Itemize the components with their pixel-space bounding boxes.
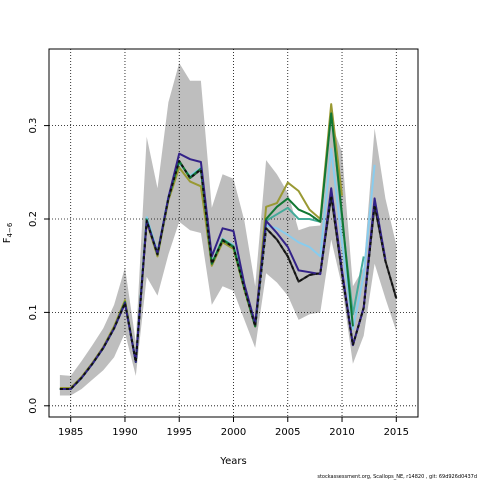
x-tick-label: 2000 xyxy=(221,427,246,438)
x-tick-label: 2010 xyxy=(329,427,354,438)
y-axis-title: F4−6 xyxy=(2,222,14,243)
x-tick-label: 1985 xyxy=(58,427,83,438)
x-tick-label: 2015 xyxy=(384,427,409,438)
y-axis-title-subscript: 4−6 xyxy=(6,222,14,237)
x-tick-label: 1990 xyxy=(112,427,137,438)
y-tick-label: 0.0 xyxy=(28,398,39,414)
y-axis-title-main: F xyxy=(2,237,13,243)
series-line-7 xyxy=(59,160,398,390)
x-tick-label: 2005 xyxy=(275,427,300,438)
y-tick-label: 0.3 xyxy=(28,118,39,134)
y-tick-label: 0.2 xyxy=(28,211,39,227)
credit-text: stockassessment.org, Scallops_NE, r14820… xyxy=(317,474,477,480)
x-axis-title: Years xyxy=(219,456,246,467)
axis-layer: 1985 1990 1995 2000 2005 2010 2015 0.0 0.1 0.2 0.3 xyxy=(28,118,409,438)
series-layer xyxy=(59,103,398,390)
grid-layer xyxy=(49,49,418,417)
y-tick-label: 0.1 xyxy=(28,304,39,320)
x-tick-label: 1995 xyxy=(167,427,192,438)
